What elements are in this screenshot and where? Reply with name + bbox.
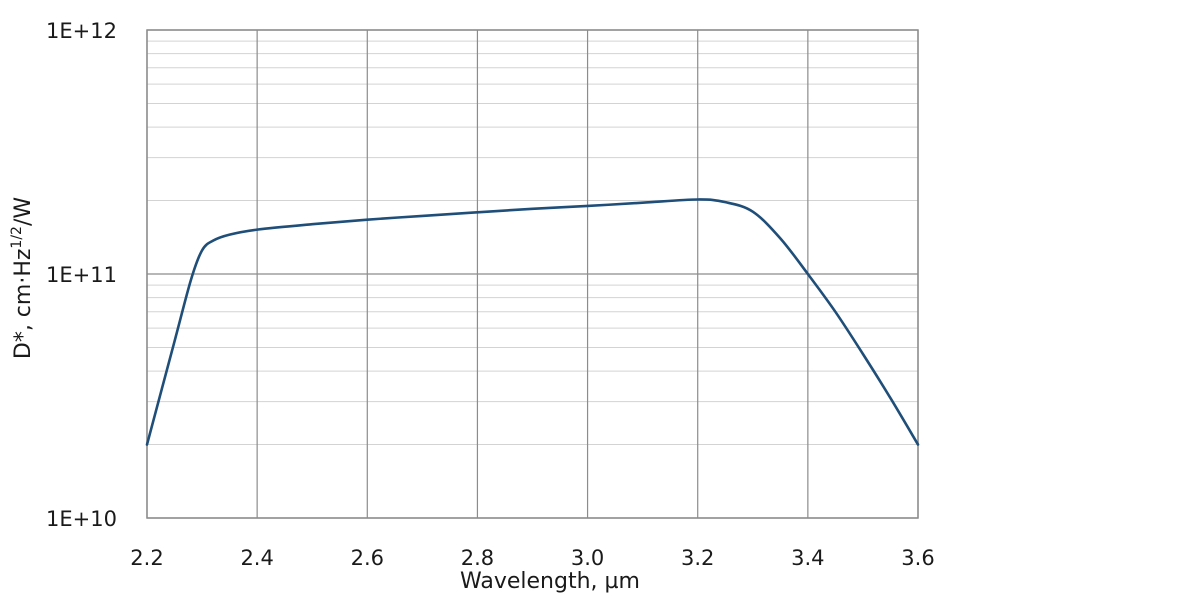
y-axis-title-superscript: 1/2 bbox=[9, 226, 25, 249]
series-layer bbox=[145, 198, 920, 446]
y-axis-title-unit: /W bbox=[11, 197, 36, 226]
plot-area bbox=[146, 29, 919, 519]
x-tick-label: 3.4 bbox=[791, 546, 824, 570]
x-axis-title: Wavelength, µm bbox=[460, 569, 640, 594]
x-tick-labels: 2.2 2.4 2.6 2.8 3.0 3.2 3.4 3.6 bbox=[130, 546, 934, 570]
x-tick-label: 3.0 bbox=[571, 546, 604, 570]
x-tick-label: 2.6 bbox=[351, 546, 384, 570]
x-tick-label: 2.4 bbox=[240, 546, 273, 570]
x-tick-label: 3.2 bbox=[681, 546, 714, 570]
y-tick-labels: 1E+10 1E+11 1E+12 bbox=[46, 19, 117, 531]
y-tick-label: 1E+12 bbox=[46, 19, 117, 43]
y-tick-label: 1E+10 bbox=[46, 507, 117, 531]
x-tick-label: 2.8 bbox=[461, 546, 494, 570]
y-axis-title-main: D*, cm·Hz bbox=[11, 249, 36, 360]
x-tick-label: 3.6 bbox=[901, 546, 934, 570]
series-line bbox=[145, 198, 920, 446]
minor-grid bbox=[147, 40, 918, 446]
y-tick-label: 1E+11 bbox=[46, 263, 117, 287]
y-axis-title: D*, cm·Hz1/2/W bbox=[9, 197, 36, 359]
x-tick-label: 2.2 bbox=[130, 546, 163, 570]
